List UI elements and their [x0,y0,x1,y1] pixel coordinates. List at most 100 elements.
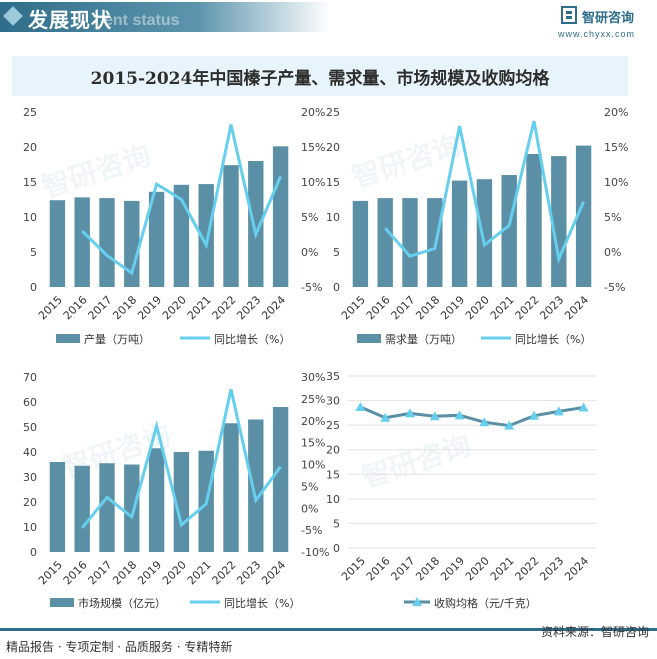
bar [352,200,369,287]
price-marker [479,417,490,427]
y-tick-label: 10 [23,521,37,534]
y2-tick-label: 10% [604,176,628,189]
x-tick-label: 2020 [160,558,189,587]
y2-tick-label: 25% [301,393,325,406]
bar [198,184,214,287]
y-tick-label: 10 [326,211,340,224]
y2-tick-label: 5% [604,211,621,224]
y2-tick-label: 0% [301,502,318,515]
x-tick-label: 2018 [110,293,139,322]
y-tick-label: 25 [23,106,37,119]
y-tick-label: 5 [333,246,340,259]
x-tick-label: 2022 [513,554,542,583]
bar [74,197,90,287]
price-line [359,405,584,428]
bar [451,180,468,287]
bar [124,464,140,552]
main-title: 2015-2024年中国榛子产量、需求量、市场规模及收购均格 [90,69,550,89]
bar [476,179,493,287]
x-tick-label: 2017 [389,554,418,583]
legend-label-line: 同比增长（%） [224,596,300,610]
price-marker [405,408,415,418]
bar [248,419,264,552]
y-tick-label: 70 [23,371,37,384]
section-subtitle: ent status [104,12,180,29]
x-tick-label: 2024 [259,293,288,322]
y-tick-label: 0 [333,542,340,555]
y-tick-label: 0 [30,546,37,559]
price-marker [380,412,391,422]
x-tick-label: 2015 [36,558,65,587]
bar [575,145,592,287]
x-tick-label: 2017 [389,293,418,322]
x-tick-label: 2024 [562,554,591,583]
growth-line [81,124,282,276]
x-tick-label: 2019 [438,293,467,322]
legend-label-line: 同比增长（%） [515,332,591,346]
y-tick-label: 5 [333,517,340,530]
y-tick-label: 15 [326,176,340,189]
x-tick-label: 2021 [185,558,214,587]
bar [99,463,115,552]
bar [272,407,289,552]
y-tick-label: 50 [23,421,37,434]
y-tick-label: 15 [326,468,340,481]
y2-tick-label: 5% [301,480,318,493]
bar [402,198,418,287]
y-tick-label: 10 [23,211,37,224]
bar [74,465,90,552]
brand-name: 智研咨询 [582,11,635,26]
x-tick-label: 2022 [210,293,239,322]
y-tick-label: 5 [30,246,37,259]
price-marker [454,410,465,420]
y-tick-label: 10 [326,493,340,506]
header-banner [0,2,330,32]
y2-tick-label: 0% [604,246,621,259]
y2-tick-label: 5% [301,211,318,224]
y-tick-label: 40 [23,446,37,459]
y2-tick-label: -5% [604,281,625,294]
y2-tick-label: 10% [301,459,325,472]
legend-swatch-bar [357,334,381,343]
y-tick-label: 0 [30,281,37,294]
bar [148,448,165,552]
y2-tick-label: 20% [301,415,325,428]
bar [248,161,264,287]
data-source: 资料来源：智研咨询 [540,625,649,639]
bar [173,184,190,287]
y-tick-label: 0 [333,281,340,294]
legend-swatch-marker [412,597,422,606]
x-tick-label: 2020 [463,293,492,322]
bar [526,154,542,287]
x-tick-label: 2024 [562,293,591,322]
x-tick-label: 2019 [438,554,467,583]
y2-tick-label: 15% [301,141,325,154]
x-tick-label: 2021 [488,293,517,322]
bar [272,146,289,287]
price-marker [504,420,515,430]
footer-slogan: 精品报告 · 专项定制 · 品质服务 · 专精特新 [6,640,233,654]
bar [223,423,239,552]
x-tick-label: 2021 [488,554,517,583]
legend-label-bar: 市场规模（亿元） [78,596,166,610]
legend-label-line: 同比增长（%） [214,332,290,346]
price-marker [553,406,564,416]
price-marker [529,410,539,420]
y-tick-label: 25 [326,106,340,119]
x-tick-label: 2017 [86,293,115,322]
x-tick-label: 2019 [135,558,164,587]
x-tick-label: 2016 [364,293,393,322]
y2-tick-label: -5% [301,281,322,294]
price-marker [578,402,589,412]
x-tick-label: 2016 [364,554,393,583]
x-tick-label: 2016 [61,293,90,322]
legend-label-bar: 产量（万吨） [84,332,150,346]
growth-line [384,120,585,265]
y-tick-label: 15 [23,176,37,189]
bar [49,462,66,552]
y-tick-label: 60 [23,396,37,409]
y-tick-label: 20 [23,496,37,509]
x-tick-label: 2021 [185,293,214,322]
page-header: 发展现状 ent status 智研咨询 www.chyxx.com [0,0,657,40]
